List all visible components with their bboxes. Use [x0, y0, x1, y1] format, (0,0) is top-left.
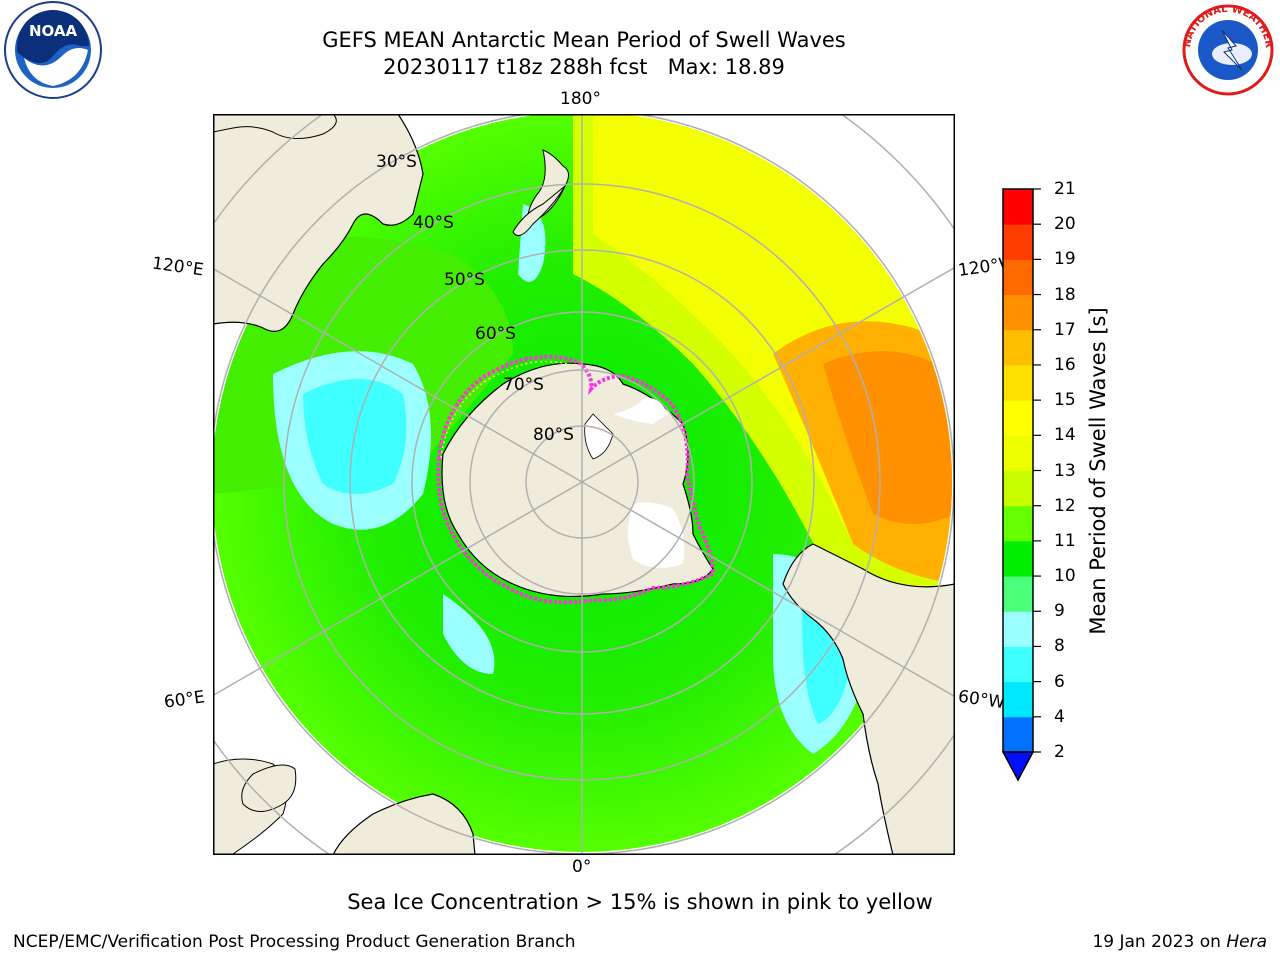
colorbar-segment — [1003, 400, 1033, 436]
lon-label-60w: 60°W — [956, 686, 1007, 714]
lat-label-80s: 80°S — [533, 425, 574, 445]
colorbar-segment — [1003, 224, 1033, 260]
colorbar-segment — [1003, 259, 1033, 296]
colorbar-tick-label: 14 — [1054, 425, 1076, 446]
colorbar-segment — [1003, 681, 1033, 718]
map-title: GEFS MEAN Antarctic Mean Period of Swell… — [322, 28, 846, 52]
colorbar-tick-label: 9 — [1054, 601, 1065, 622]
colorbar-tick-label: 15 — [1054, 390, 1076, 411]
credit-branch: NCEP/EMC/Verification Post Processing Pr… — [13, 932, 576, 952]
lat-label-60s: 60°S — [475, 324, 516, 344]
colorbar-segment — [1003, 540, 1033, 577]
colorbar-tick-label: 17 — [1054, 319, 1076, 340]
colorbar-segment — [1003, 505, 1033, 542]
lon-label-180: 180° — [560, 89, 601, 109]
colorbar-tick-label: 2 — [1054, 742, 1065, 762]
colorbar-segment — [1003, 470, 1033, 507]
credit-date-text: 19 Jan 2023 on — [1092, 932, 1227, 952]
colorbar-tick-label: 13 — [1054, 460, 1076, 481]
colorbar — [1001, 188, 1041, 782]
lon-label-60e: 60°E — [162, 687, 207, 713]
colorbar-tick-label: 21 — [1054, 179, 1076, 199]
colorbar-tick-label: 12 — [1054, 495, 1076, 516]
lat-label-70s: 70°S — [503, 375, 544, 395]
colorbar-segment — [1003, 646, 1033, 683]
new-zealand-landmass — [526, 149, 569, 221]
africa-landmass — [332, 793, 476, 855]
colorbar-segment — [1003, 294, 1033, 331]
colorbar-tick-label: 19 — [1054, 249, 1076, 270]
lon-label-120e: 120°E — [150, 253, 205, 281]
colorbar-segment — [1003, 716, 1033, 753]
lat-label-50s: 50°S — [444, 270, 485, 290]
lat-label-30s: 30°S — [376, 152, 417, 172]
australia-landmass — [213, 114, 424, 332]
colorbar-segment — [1003, 435, 1033, 471]
colorbar-segment — [1003, 611, 1033, 647]
colorbar-tick-label: 4 — [1054, 706, 1065, 727]
colorbar-segment — [1003, 189, 1033, 225]
colorbar-tick-label: 11 — [1054, 530, 1076, 551]
colorbar-tick-label: 18 — [1054, 284, 1076, 305]
map-subtitle: 20230117 t18z 288h fcst Max: 18.89 — [383, 55, 785, 79]
sea-ice-note: Sea Ice Concentration > 15% is shown in … — [347, 890, 933, 914]
colorbar-extend-arrow — [1001, 751, 1035, 782]
colorbar-segment — [1003, 329, 1033, 366]
colorbar-tick-label: 16 — [1054, 354, 1076, 375]
antarctic-map — [213, 114, 955, 855]
colorbar-segment — [1003, 364, 1033, 401]
colorbar-tick-label: 8 — [1054, 636, 1065, 657]
sea-ice-edge — [436, 354, 716, 605]
credit-date: 19 Jan 2023 on Hera — [1092, 932, 1267, 952]
credit-host: Hera — [1226, 932, 1267, 952]
svg-text:NOAA: NOAA — [29, 22, 78, 40]
colorbar-tick-label: 6 — [1054, 671, 1065, 692]
colorbar-tick-label: 20 — [1054, 214, 1076, 235]
map-frame — [213, 114, 955, 855]
lon-label-0: 0° — [572, 857, 592, 877]
noaa-logo: NOAA — [4, 1, 102, 99]
lat-label-40s: 40°S — [413, 213, 454, 233]
colorbar-tick-label: 10 — [1054, 566, 1076, 587]
colorbar-label: Mean Period of Swell Waves [s] — [1086, 307, 1110, 635]
nws-logo: NATIONAL WEATHER SERVICE — [1176, 0, 1274, 96]
colorbar-segment — [1003, 576, 1033, 612]
